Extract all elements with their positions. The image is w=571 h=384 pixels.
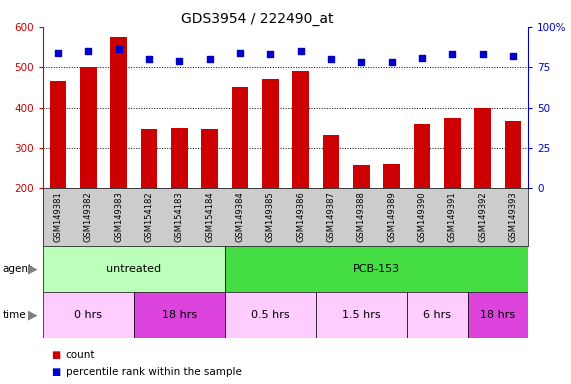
Point — [508, 53, 517, 59]
Bar — [353, 165, 369, 188]
Bar — [444, 118, 461, 188]
Bar — [468, 292, 528, 338]
Point — [54, 50, 63, 56]
Text: GSM154182: GSM154182 — [144, 191, 154, 242]
Text: GSM149382: GSM149382 — [84, 191, 93, 242]
Bar — [383, 164, 400, 188]
Text: ■: ■ — [51, 367, 61, 377]
Text: untreated: untreated — [106, 264, 162, 274]
Text: 6 hrs: 6 hrs — [423, 310, 451, 320]
Text: ▶: ▶ — [29, 308, 38, 321]
Bar — [232, 86, 248, 188]
Text: ▶: ▶ — [29, 262, 38, 275]
Bar — [43, 246, 225, 292]
Text: agent: agent — [3, 264, 33, 274]
Bar — [50, 81, 66, 188]
Point — [448, 51, 457, 57]
Text: 18 hrs: 18 hrs — [162, 310, 197, 320]
Point — [114, 46, 123, 53]
Point — [417, 55, 427, 61]
Text: count: count — [66, 350, 95, 360]
Bar — [505, 121, 521, 188]
Text: GSM149384: GSM149384 — [235, 191, 244, 242]
Bar — [262, 79, 279, 188]
Point — [175, 58, 184, 64]
Text: GDS3954 / 222490_at: GDS3954 / 222490_at — [180, 12, 333, 25]
Text: 0.5 hrs: 0.5 hrs — [251, 310, 289, 320]
Bar — [407, 292, 468, 338]
Bar — [475, 108, 491, 188]
Bar — [171, 127, 188, 188]
Bar — [202, 129, 218, 188]
Text: GSM149381: GSM149381 — [54, 191, 62, 242]
Point — [478, 51, 487, 57]
Text: GSM149388: GSM149388 — [357, 191, 366, 242]
Text: GSM149389: GSM149389 — [387, 191, 396, 242]
Bar — [43, 292, 134, 338]
Bar — [292, 71, 309, 188]
Bar — [316, 292, 407, 338]
Text: GSM149391: GSM149391 — [448, 191, 457, 242]
Text: 0 hrs: 0 hrs — [74, 310, 102, 320]
Point — [387, 59, 396, 65]
Text: GSM149383: GSM149383 — [114, 191, 123, 242]
Bar — [134, 292, 225, 338]
Point — [296, 48, 305, 54]
Text: 1.5 hrs: 1.5 hrs — [342, 310, 381, 320]
Text: GSM149390: GSM149390 — [417, 191, 427, 242]
Point — [327, 56, 336, 62]
Text: PCB-153: PCB-153 — [353, 264, 400, 274]
Text: GSM154184: GSM154184 — [205, 191, 214, 242]
Text: GSM149392: GSM149392 — [478, 191, 487, 242]
Point — [144, 56, 154, 62]
Bar — [140, 129, 158, 188]
Text: ■: ■ — [51, 350, 61, 360]
Text: GSM154183: GSM154183 — [175, 191, 184, 242]
Bar — [323, 135, 339, 188]
Text: GSM149393: GSM149393 — [509, 191, 517, 242]
Point — [357, 59, 366, 65]
Bar — [110, 37, 127, 188]
Bar — [413, 124, 431, 188]
Point — [84, 48, 93, 54]
Point — [235, 50, 244, 56]
Bar — [80, 67, 96, 188]
Point — [205, 56, 214, 62]
Text: time: time — [3, 310, 26, 320]
Point — [266, 51, 275, 57]
Text: percentile rank within the sample: percentile rank within the sample — [66, 367, 242, 377]
Text: 18 hrs: 18 hrs — [480, 310, 516, 320]
Text: GSM149387: GSM149387 — [327, 191, 336, 242]
Text: GSM149386: GSM149386 — [296, 191, 305, 242]
Text: GSM149385: GSM149385 — [266, 191, 275, 242]
Bar — [225, 246, 528, 292]
Bar — [225, 292, 316, 338]
